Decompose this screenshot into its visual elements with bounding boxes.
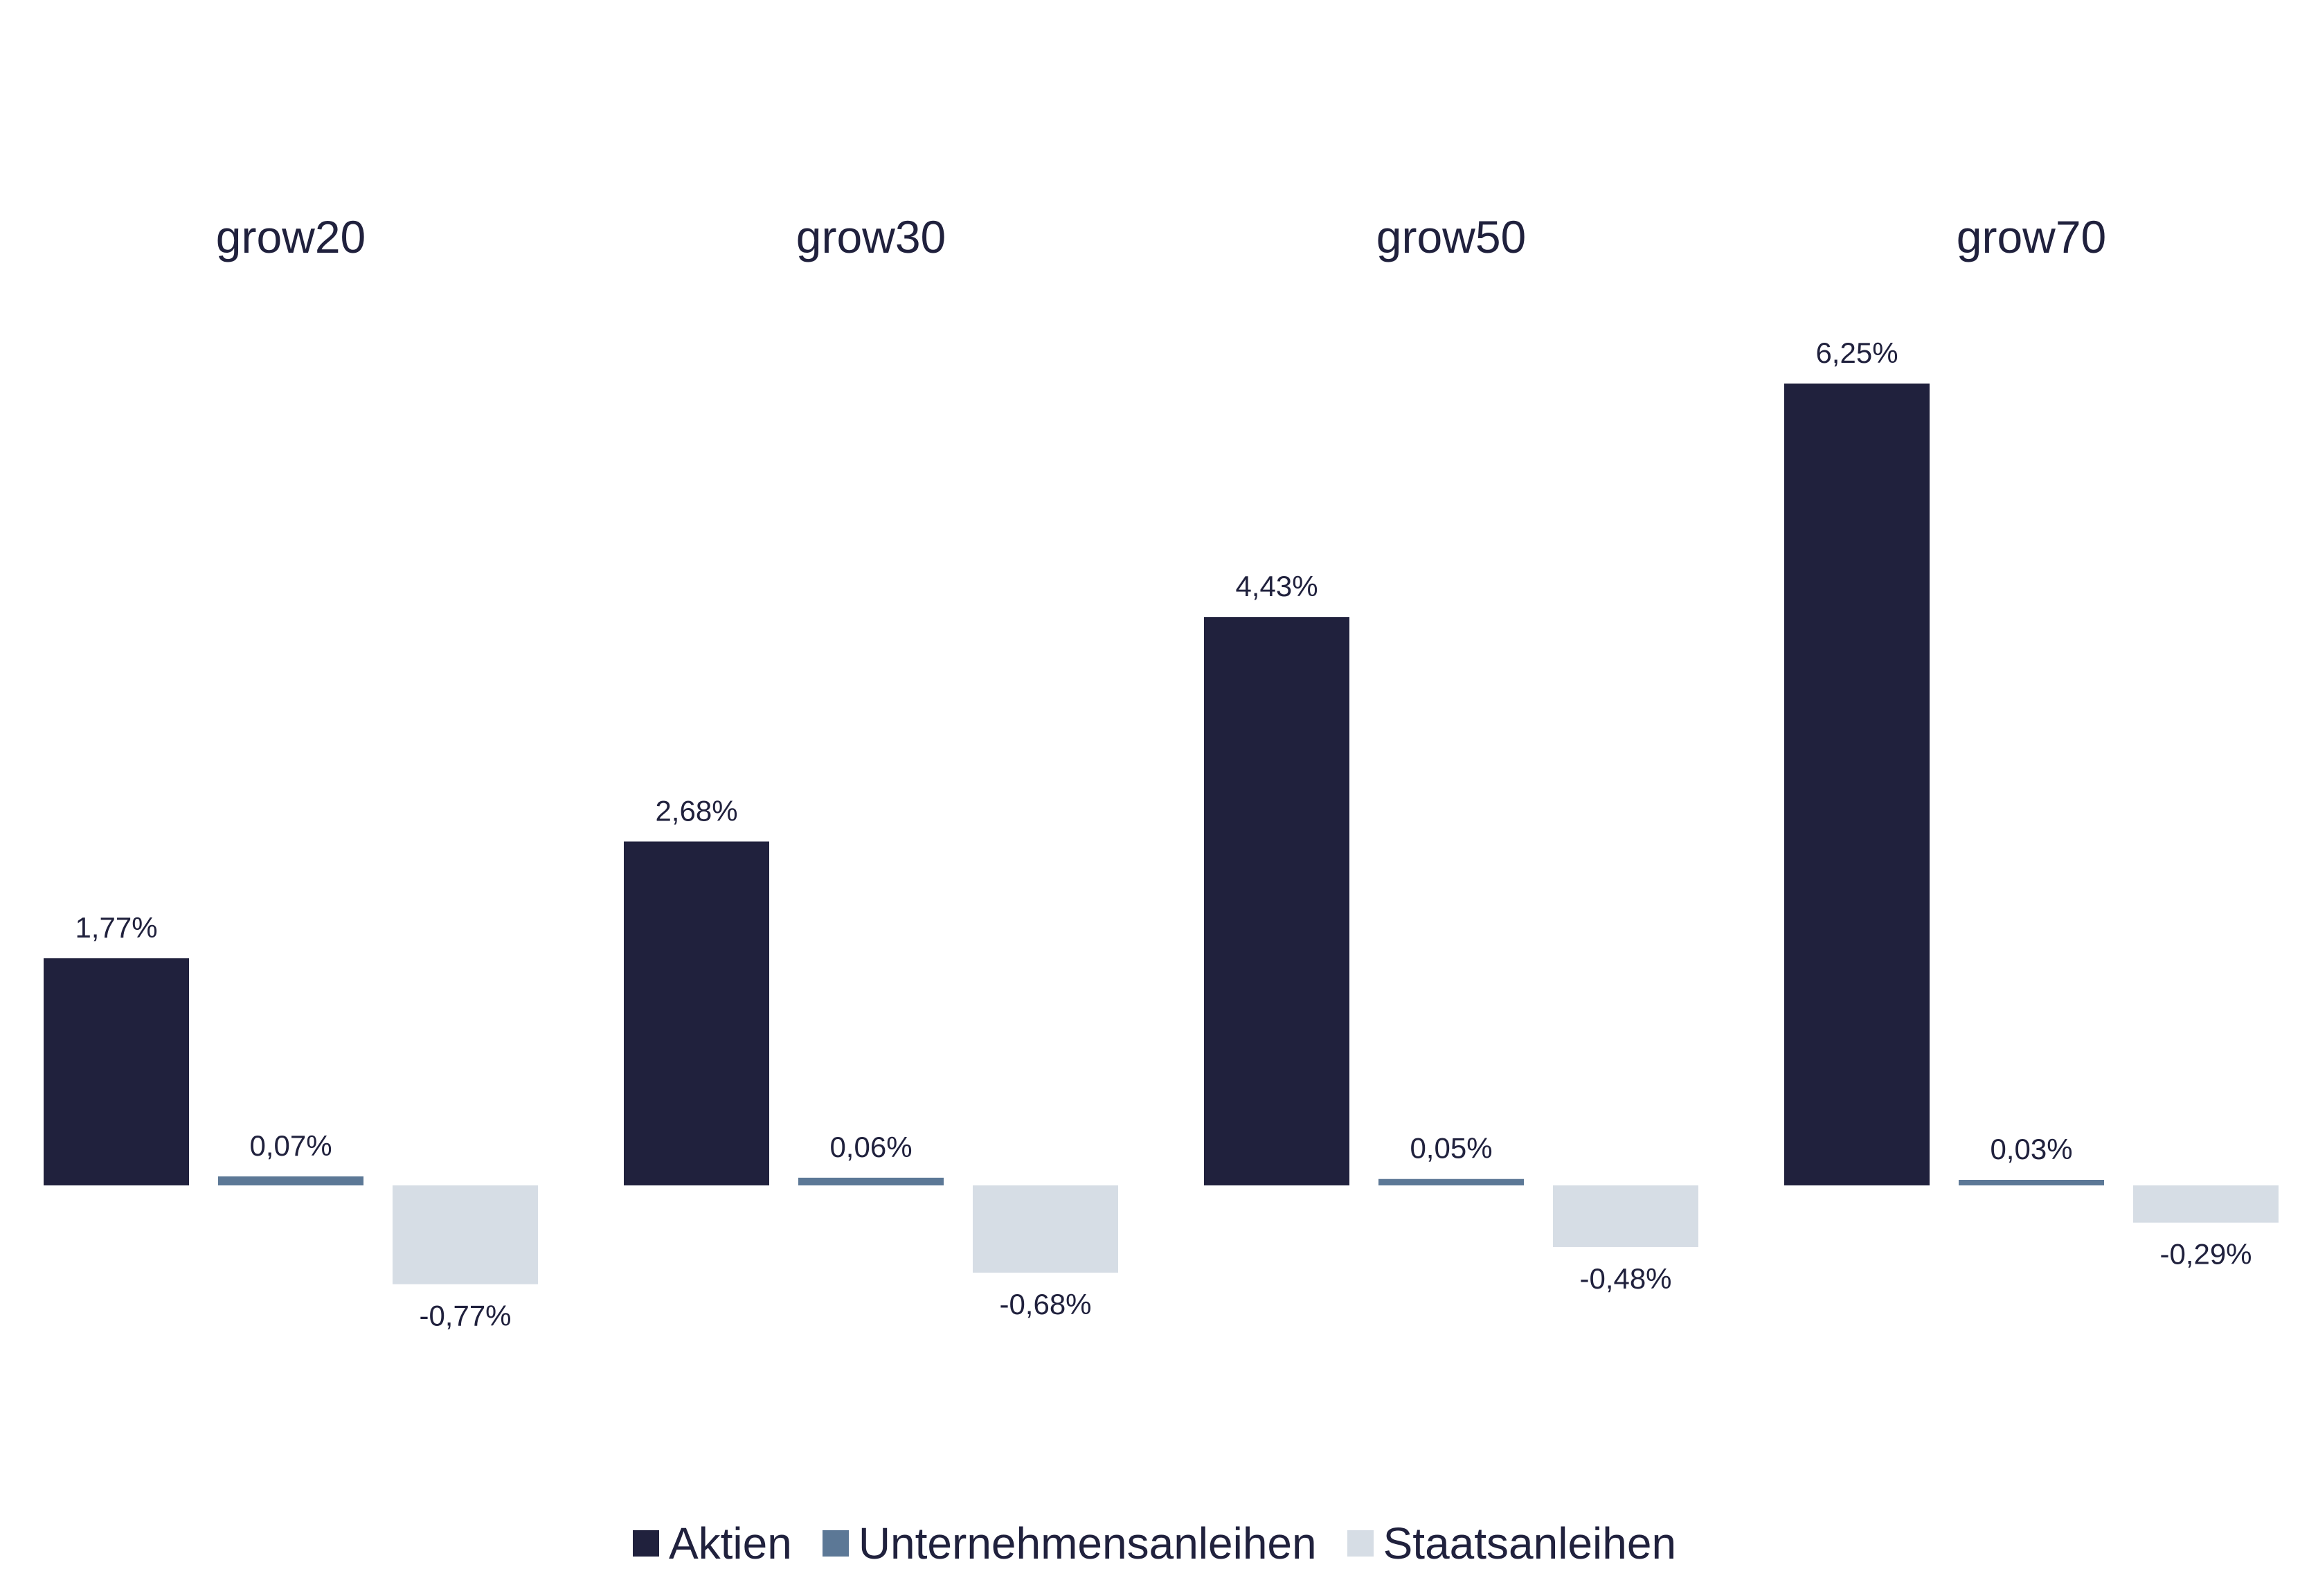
bar-grow70-aktien: [1784, 383, 1930, 1185]
bars: [44, 383, 2279, 1284]
bar-grow70-staatsanleihen: [2133, 1185, 2279, 1223]
data-label-grow70-staatsanleihen: -0,29%: [2159, 1238, 2252, 1271]
bar-grow20-staatsanleihen: [393, 1185, 538, 1284]
group-titles: grow20 grow30 grow50 grow70: [216, 211, 2106, 262]
data-label-grow50-aktien: 4,43%: [1235, 570, 1318, 602]
bar-grow20-unternehmensanleihen: [218, 1176, 363, 1185]
legend-swatch-unternehmensanleihen: [822, 1530, 849, 1557]
group-title-grow70: grow70: [1957, 211, 2106, 262]
legend-item-unternehmensanleihen: Unternehmensanleihen: [822, 1512, 1317, 1575]
legend-swatch-staatsanleihen: [1347, 1530, 1374, 1557]
data-label-grow70-unternehmensanleihen: 0,03%: [1990, 1133, 2072, 1165]
data-label-grow70-aktien: 6,25%: [1815, 337, 1898, 369]
legend-label-aktien: Aktien: [668, 1518, 792, 1568]
bar-grow30-aktien: [624, 841, 769, 1185]
legend-label-staatsanleihen: Staatsanleihen: [1383, 1518, 1677, 1568]
legend-label-unternehmensanleihen: Unternehmensanleihen: [858, 1518, 1317, 1568]
bar-grow30-unternehmensanleihen: [798, 1177, 944, 1185]
data-label-grow30-staatsanleihen: -0,68%: [999, 1288, 1091, 1320]
bar-grow50-unternehmensanleihen: [1378, 1178, 1524, 1185]
data-label-grow20-unternehmensanleihen: 0,07%: [249, 1129, 332, 1162]
data-label-grow30-aktien: 2,68%: [655, 794, 737, 827]
data-label-grow50-staatsanleihen: -0,48%: [1579, 1262, 1671, 1295]
data-label-grow20-aktien: 1,77%: [75, 911, 157, 944]
bar-grow50-aktien: [1204, 617, 1349, 1185]
group-title-grow50: grow50: [1376, 211, 1526, 262]
data-label-grow30-unternehmensanleihen: 0,06%: [829, 1131, 912, 1163]
legend-swatch-aktien: [632, 1530, 659, 1557]
bar-grow50-staatsanleihen: [1553, 1185, 1698, 1247]
data-labels: 1,77% 0,07% -0,77% 2,68% 0,06% -0,68% 4,43% 0,0…: [75, 337, 2252, 1332]
bar-grow30-staatsanleihen: [973, 1185, 1118, 1273]
data-label-grow20-staatsanleihen: -0,77%: [419, 1300, 511, 1332]
legend: Aktien Unternehmensanleihen Staatsanleihen: [0, 1512, 2309, 1575]
legend-item-staatsanleihen: Staatsanleihen: [1347, 1512, 1676, 1575]
group-title-grow30: grow30: [796, 211, 946, 262]
bar-grow20-aktien: [44, 958, 189, 1185]
group-title-grow20: grow20: [216, 211, 366, 262]
data-label-grow50-unternehmensanleihen: 0,05%: [1410, 1132, 1492, 1165]
legend-item-aktien: Aktien: [632, 1512, 792, 1575]
bar-grow70-unternehmensanleihen: [1959, 1180, 2104, 1185]
